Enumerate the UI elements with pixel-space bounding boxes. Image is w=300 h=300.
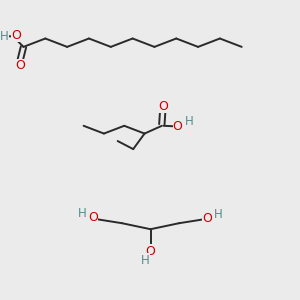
Text: O: O [11,29,21,42]
Text: O: O [15,59,25,72]
Text: H: H [213,208,222,221]
Text: O: O [158,100,168,113]
Text: H: H [141,254,149,266]
Text: O: O [146,244,155,257]
Text: O: O [202,212,212,225]
Text: O: O [173,120,183,133]
Text: H: H [0,30,9,43]
Text: H: H [78,208,86,220]
Text: O: O [88,212,98,224]
Text: H: H [185,115,194,128]
